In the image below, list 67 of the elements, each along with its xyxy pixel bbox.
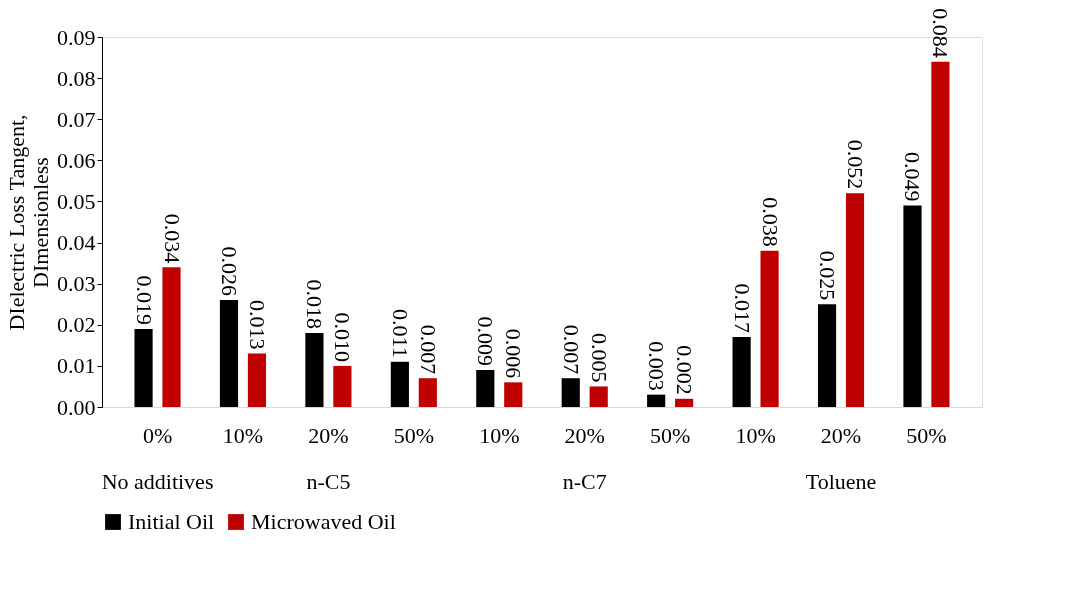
bar xyxy=(418,378,437,407)
x-tick-label: 50% xyxy=(393,422,435,448)
data-label: 0.005 xyxy=(586,332,612,383)
bar xyxy=(247,353,267,407)
data-label: 0.009 xyxy=(473,316,499,366)
bar xyxy=(390,361,409,407)
data-label: 0.025 xyxy=(815,250,841,301)
x-tick-label: 0% xyxy=(142,422,173,448)
text: Toluene xyxy=(805,469,877,494)
bar xyxy=(162,267,181,407)
bar xyxy=(760,250,779,407)
bar xyxy=(647,394,666,407)
bar xyxy=(903,205,922,407)
x-tick-label: 50% xyxy=(906,422,947,448)
data-label: 0.018 xyxy=(302,279,328,329)
bar xyxy=(931,61,950,407)
x-tick-label: 20% xyxy=(820,422,862,448)
data-label: 0.034 xyxy=(159,213,185,264)
bar xyxy=(675,398,694,407)
y-tick-label: 0.00 xyxy=(57,394,96,420)
x-tick-label: 10% xyxy=(479,422,520,448)
y-tick-label: 0.06 xyxy=(57,147,96,173)
text: n-C7 xyxy=(562,469,607,494)
x-tick-label: 10% xyxy=(735,422,776,448)
y-tick-label: 0.05 xyxy=(57,188,96,214)
data-label: 0.017 xyxy=(729,283,755,334)
bar xyxy=(504,382,523,407)
legend-label: Microwaved Oil xyxy=(251,509,396,534)
y-tick-label: 0.04 xyxy=(57,230,96,256)
bar xyxy=(333,365,352,407)
data-label: 0.038 xyxy=(757,197,783,247)
data-label: 0.007 xyxy=(558,324,584,375)
x-tick-label: 20% xyxy=(564,422,605,448)
bar xyxy=(305,333,324,407)
y-tick-label: 0.01 xyxy=(57,353,96,379)
y-tick-label: 0.02 xyxy=(57,312,96,338)
bar xyxy=(561,378,580,407)
bar xyxy=(845,193,865,407)
data-label: 0.013 xyxy=(244,300,270,350)
data-label: 0.019 xyxy=(131,275,157,325)
bar xyxy=(589,386,608,407)
bar xyxy=(219,300,239,407)
data-label: 0.049 xyxy=(900,152,926,202)
x-tick-label: 50% xyxy=(649,422,691,448)
data-label: 0.052 xyxy=(843,139,869,190)
data-label: 0.006 xyxy=(501,328,527,379)
y-tick-label: 0.03 xyxy=(57,271,96,297)
data-label: 0.011 xyxy=(387,309,413,358)
y-tick-label: 0.08 xyxy=(57,65,96,91)
text: No additives xyxy=(101,469,214,494)
x-tick-label: 10% xyxy=(222,422,264,448)
y-axis-title: DIelectric Loss Tangent, DImensionless xyxy=(4,114,53,331)
x-tick-label: 20% xyxy=(308,422,349,448)
data-label: 0.003 xyxy=(644,341,670,391)
bar xyxy=(732,337,751,407)
bar xyxy=(134,328,153,407)
bar xyxy=(476,370,495,407)
y-tick-label: 0.07 xyxy=(57,106,96,132)
data-label: 0.002 xyxy=(672,345,698,395)
data-label: 0.010 xyxy=(330,312,356,362)
y-tick-label: 0.09 xyxy=(57,24,96,50)
data-label: 0.084 xyxy=(928,8,954,58)
legend-label: Initial Oil xyxy=(128,509,215,534)
data-label: 0.026 xyxy=(216,246,242,297)
text: n-C5 xyxy=(306,469,351,494)
bar xyxy=(817,304,837,407)
data-label: 0.007 xyxy=(415,324,441,375)
